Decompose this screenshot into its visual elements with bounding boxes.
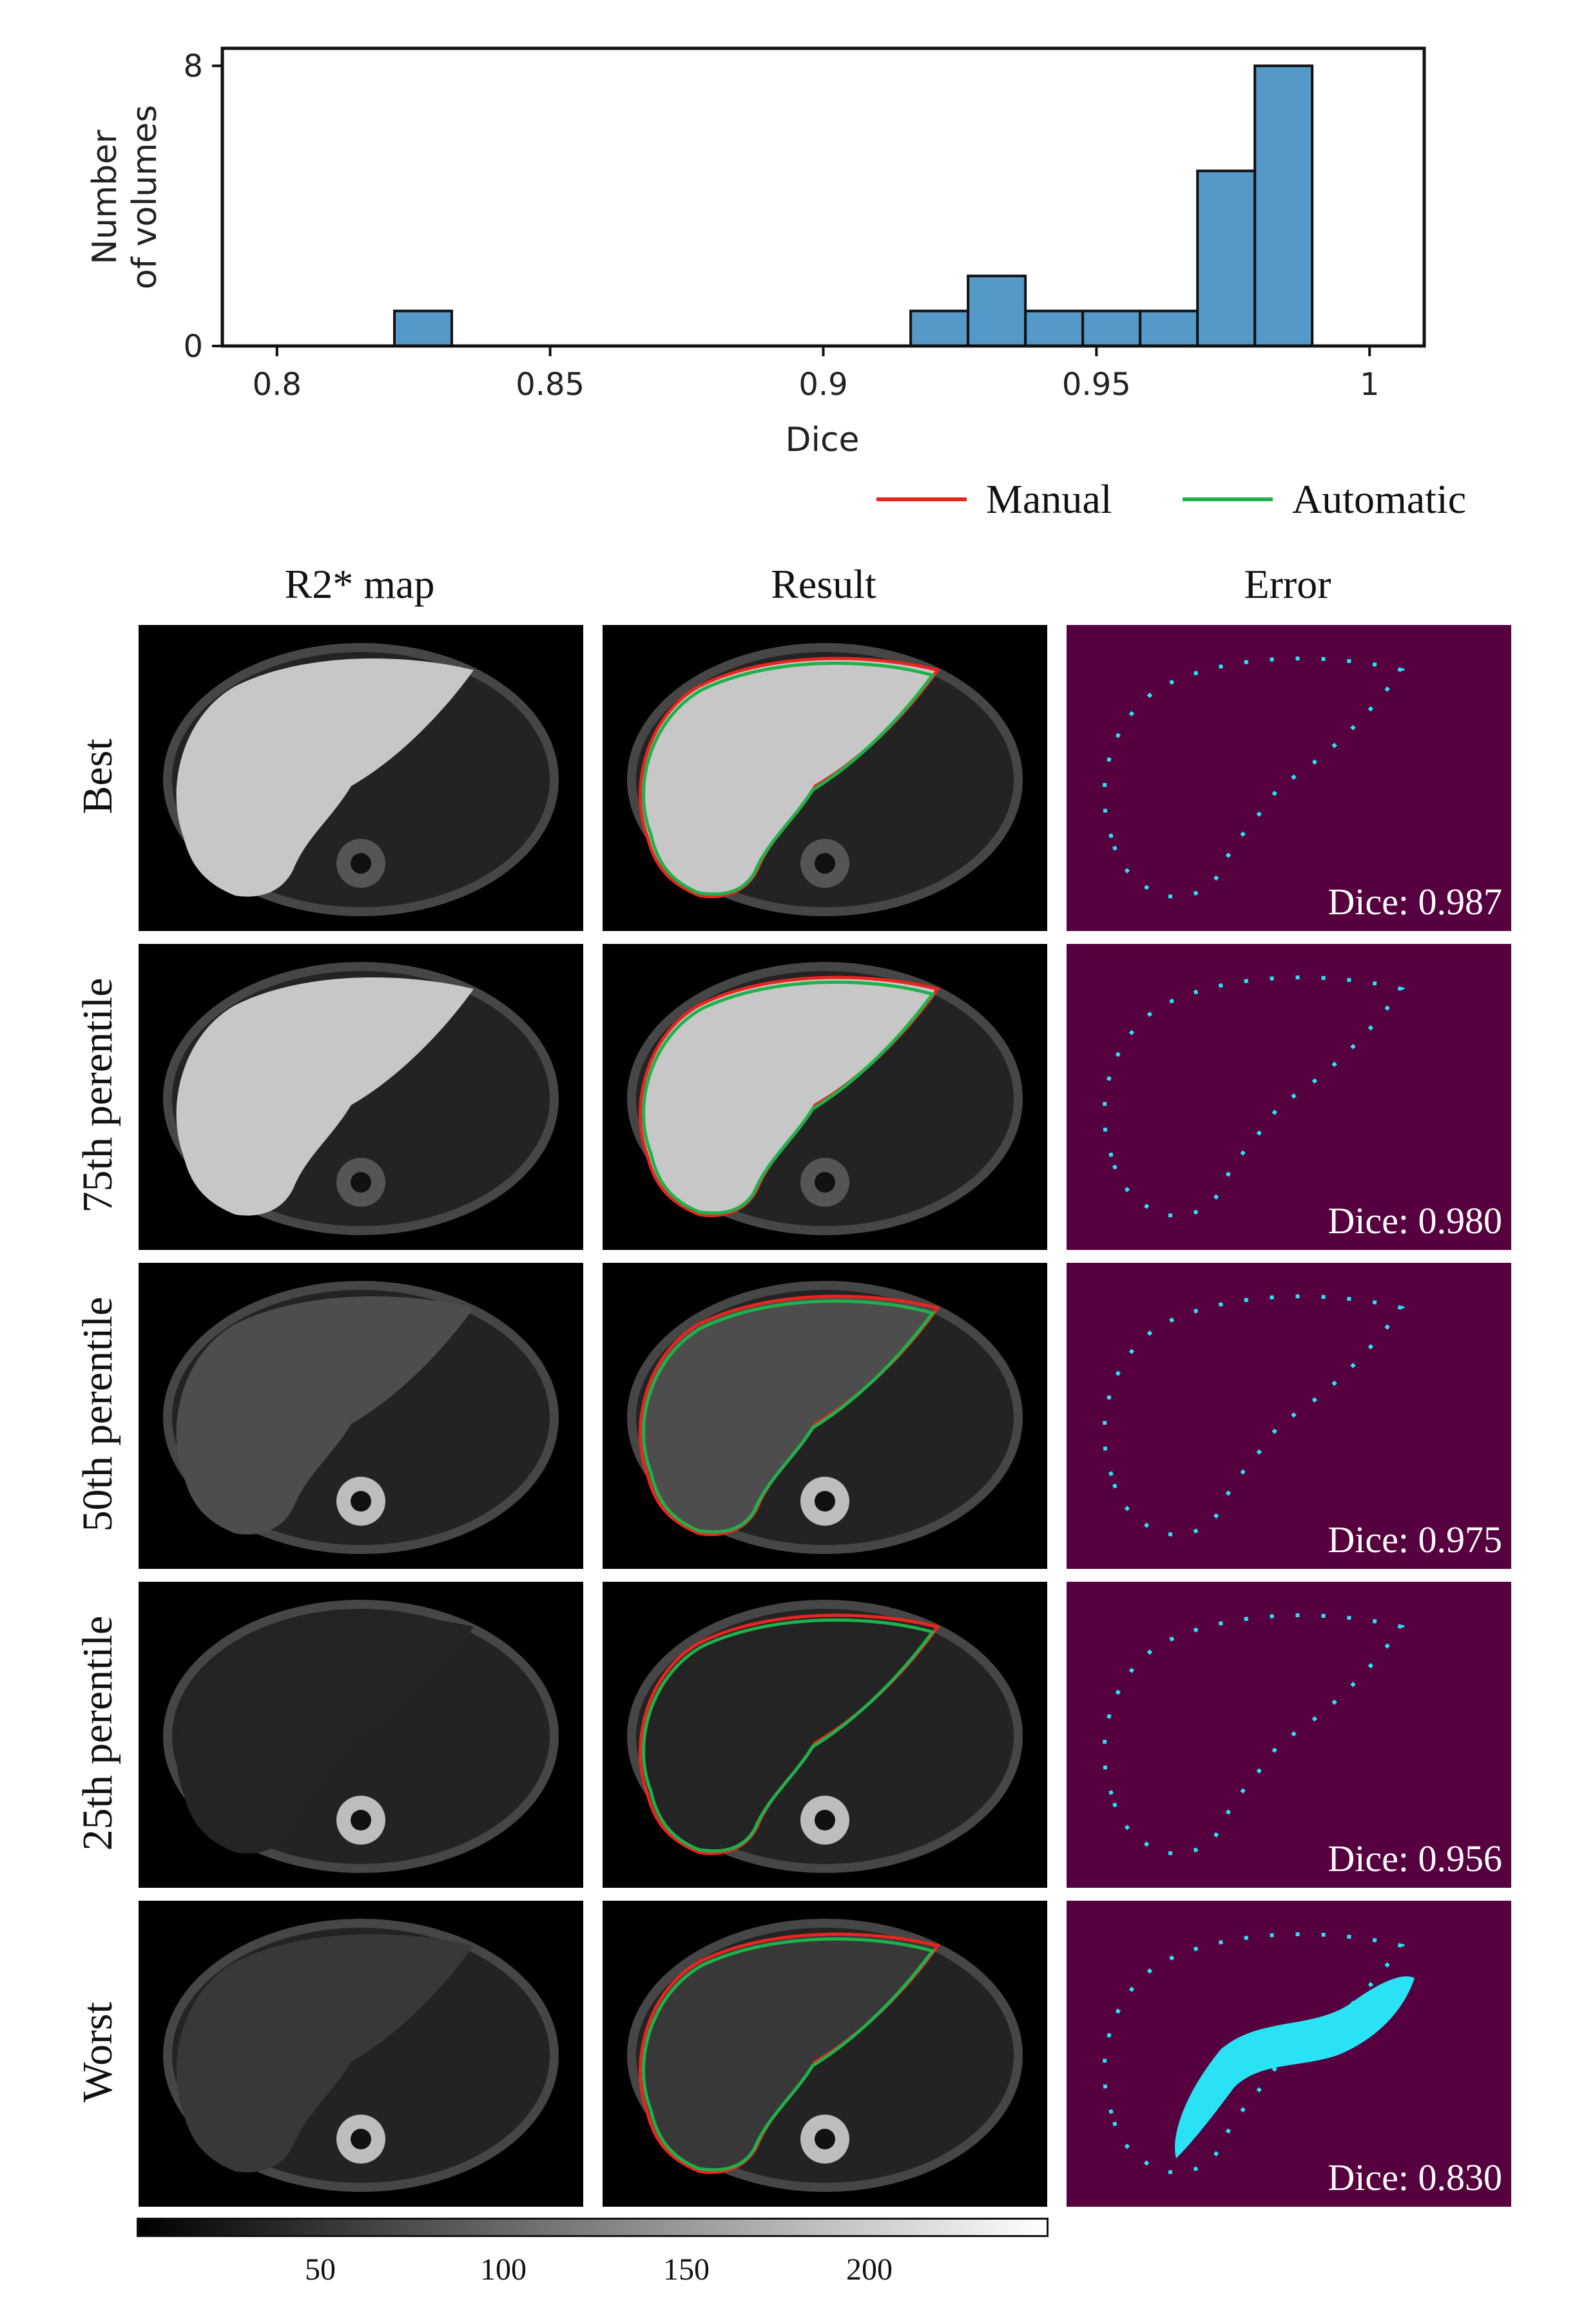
- colorbar-tick-150: 150: [663, 2252, 710, 2287]
- error-contour: [1102, 1932, 1406, 2175]
- automatic-contour: [642, 1937, 936, 2172]
- histogram-bar-0: [393, 309, 454, 348]
- panel-error-best: Dice: 0.987: [1067, 625, 1511, 931]
- panel-result-worst: [603, 1901, 1047, 2207]
- legend-item-manual: Manual: [876, 474, 1112, 525]
- column-title-result: Result: [771, 561, 876, 607]
- spinal-canal: [351, 1172, 371, 1193]
- histogram-bar-3: [1024, 309, 1085, 348]
- liver-region: [176, 977, 474, 1216]
- column-title-r2-map: R2* map: [284, 561, 435, 607]
- dice-histogram: 0.8 0.85 0.9 0.95 1 08 Dice Number of volume…: [86, 46, 1426, 459]
- spinal-canal: [815, 2129, 835, 2149]
- histogram-bars: [393, 64, 1314, 348]
- legend-label-automatic: Automatic: [1292, 476, 1467, 522]
- panel-r2-25th: [139, 1582, 583, 1888]
- dice-score-25th: Dice: 0.956: [1328, 1838, 1502, 1879]
- error-region: [1175, 1976, 1415, 2158]
- liver-region: [176, 658, 474, 897]
- legend-item-automatic: Automatic: [1183, 474, 1466, 525]
- colorbar-tick-200: 200: [846, 2252, 893, 2287]
- panel-result-75th: [603, 944, 1047, 1250]
- x-tick-label-1: 0.85: [516, 367, 585, 403]
- panel-r2-50th: [139, 1263, 583, 1569]
- legend-swatch-manual: [876, 497, 967, 501]
- row-label-25th: 25th perentile: [74, 1615, 121, 1851]
- dice-score-50th: Dice: 0.975: [1328, 1519, 1502, 1561]
- y-axis-label-line-1: Number: [86, 130, 124, 265]
- colorbar-tick-100: 100: [480, 2252, 527, 2287]
- spinal-canal: [815, 1810, 835, 1830]
- panel-error-75th: Dice: 0.980: [1067, 944, 1511, 1250]
- legend-swatch-automatic: [1183, 497, 1273, 501]
- colorbar: [137, 2218, 1049, 2237]
- histogram-bar-6: [1196, 169, 1257, 347]
- liver-region: [640, 1934, 938, 2173]
- error-contour: [1102, 657, 1406, 899]
- legend-label-manual: Manual: [986, 476, 1112, 522]
- x-axis-ticks: 0.8 0.85 0.9 0.95 1: [253, 346, 1380, 403]
- x-tick-label-3: 0.95: [1062, 367, 1131, 403]
- error-contour: [1102, 1613, 1406, 1856]
- spinal-canal: [815, 1172, 835, 1193]
- histogram-bar-1: [909, 309, 970, 348]
- liver-region: [176, 1615, 474, 1854]
- row-label-best: Best: [74, 738, 121, 814]
- y-axis-label-line-2: of volumes: [126, 105, 164, 289]
- panel-r2-75th: [139, 944, 583, 1250]
- spinal-canal: [815, 1491, 835, 1512]
- histogram-bar-2: [967, 274, 1027, 348]
- row-label-50th: 50th perentile: [74, 1296, 121, 1532]
- row-label-75th: 75th perentile: [74, 977, 121, 1213]
- automatic-contour: [642, 980, 936, 1215]
- spinal-canal: [351, 1491, 371, 1512]
- panel-r2-best: [139, 625, 583, 931]
- error-contour: [1102, 1294, 1406, 1537]
- panel-error-worst: Dice: 0.830: [1067, 1901, 1511, 2207]
- y-axis-ticks: 08: [183, 48, 222, 365]
- colorbar-tick-50: 50: [305, 2252, 336, 2287]
- liver-region: [640, 1296, 938, 1535]
- spinal-canal: [351, 2129, 371, 2149]
- automatic-contour: [642, 1618, 936, 1853]
- row-label-worst: Worst: [74, 2001, 121, 2103]
- panel-result-best: [603, 625, 1047, 931]
- x-axis-label: Dice: [785, 421, 859, 459]
- histogram-bar-7: [1253, 64, 1314, 347]
- dice-score-75th: Dice: 0.980: [1328, 1200, 1502, 1242]
- spinal-canal: [351, 853, 371, 874]
- liver-region: [176, 1934, 474, 2173]
- dice-score-best: Dice: 0.987: [1328, 881, 1502, 923]
- x-tick-label-4: 1: [1360, 367, 1380, 403]
- x-tick-label-0: 0.8: [253, 367, 302, 403]
- panel-error-25th: Dice: 0.956: [1067, 1582, 1511, 1888]
- histogram-bar-4: [1081, 309, 1142, 348]
- error-contour: [1102, 975, 1406, 1218]
- liver-region: [640, 977, 938, 1216]
- legend: Manual Automatic: [876, 474, 1521, 525]
- liver-region: [640, 658, 938, 897]
- panel-result-25th: [603, 1582, 1047, 1888]
- y-tick-label-0: 0: [183, 329, 203, 365]
- x-tick-label-2: 0.9: [798, 367, 847, 403]
- dice-score-worst: Dice: 0.830: [1328, 2156, 1502, 2198]
- panel-result-50th: [603, 1263, 1047, 1569]
- spinal-canal: [351, 1810, 371, 1830]
- panel-r2-worst: [139, 1901, 583, 2207]
- y-tick-label-1: 8: [183, 48, 203, 84]
- liver-region: [640, 1615, 938, 1854]
- histogram-bar-5: [1139, 309, 1199, 348]
- spinal-canal: [815, 853, 835, 874]
- automatic-contour: [642, 1299, 936, 1534]
- automatic-contour: [642, 661, 936, 896]
- liver-region: [176, 1296, 474, 1535]
- panel-error-50th: Dice: 0.975: [1067, 1263, 1511, 1569]
- column-title-error: Error: [1244, 561, 1331, 607]
